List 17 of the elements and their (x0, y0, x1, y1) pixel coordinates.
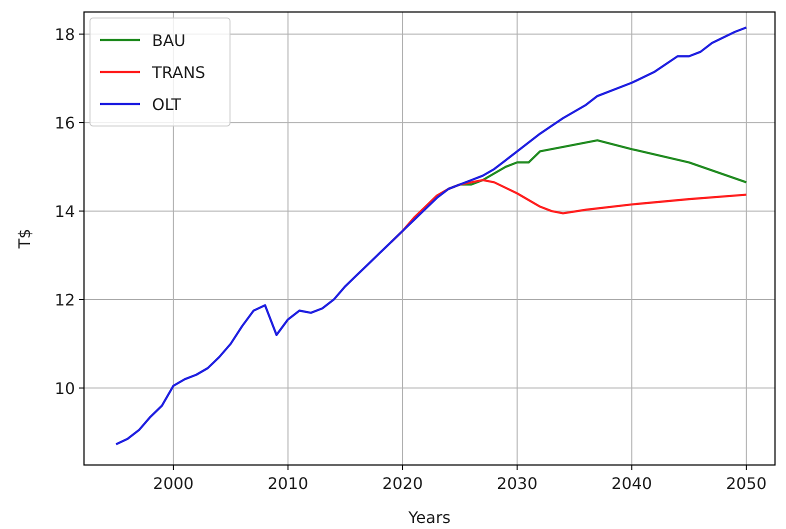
y-tick-label: 18 (54, 25, 75, 44)
legend-label: BAU (152, 31, 186, 50)
line-series (114, 26, 748, 446)
y-tick-label: 14 (54, 202, 75, 222)
legend-label: TRANS (151, 63, 206, 82)
x-tick-label: 2000 (153, 474, 194, 493)
y-axis-title: T$ (15, 228, 34, 250)
y-tick-label: 10 (54, 379, 75, 398)
y-tick-label: 16 (54, 114, 75, 133)
x-tick-label: 2010 (268, 474, 308, 493)
legend-label: OLT (152, 95, 182, 114)
y-tick-label: 12 (54, 290, 75, 310)
x-tick-label: 2020 (382, 474, 423, 493)
x-axis-title: Years (407, 508, 451, 527)
x-tick-label: 2050 (726, 474, 767, 493)
x-tick-label: 2040 (611, 474, 652, 493)
x-tick-label: 2030 (496, 474, 538, 493)
